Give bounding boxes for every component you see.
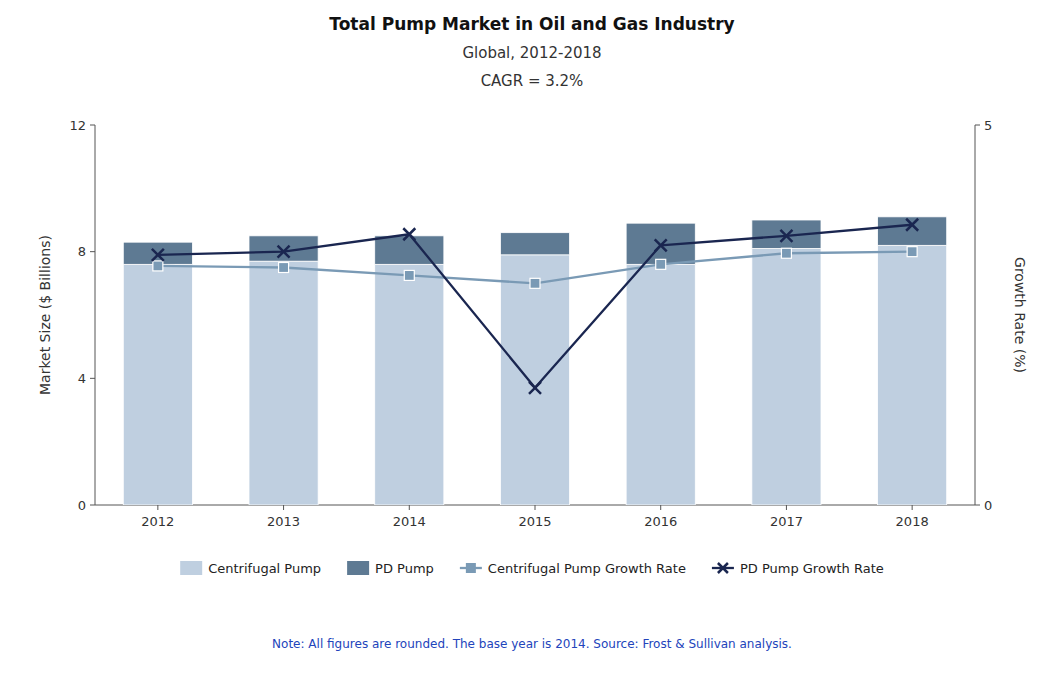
- x-tick-label: 2016: [644, 514, 677, 529]
- y2-tick-label: 5: [984, 118, 992, 133]
- x-tick-label: 2017: [770, 514, 803, 529]
- marker: [152, 249, 164, 261]
- x-tick-label: 2015: [518, 514, 551, 529]
- marker: [656, 259, 666, 269]
- y-tick: [90, 378, 95, 379]
- marker: [529, 382, 541, 394]
- bar: [878, 245, 947, 505]
- y-tick-label: 0: [78, 498, 86, 513]
- marker: [404, 270, 414, 280]
- y-tick: [90, 251, 95, 252]
- legend-label: PD Pump: [375, 561, 434, 576]
- marker: [278, 246, 290, 258]
- x-tick: [660, 505, 661, 510]
- title: Total Pump Market in Oil and Gas Industr…: [329, 14, 734, 34]
- bar: [626, 264, 695, 505]
- y2-tick: [975, 505, 980, 506]
- marker: [906, 219, 918, 231]
- marker: [530, 278, 540, 288]
- bar: [500, 233, 569, 255]
- marker: [403, 228, 415, 240]
- legend-label: PD Pump Growth Rate: [740, 561, 884, 576]
- legend-swatch: [718, 563, 728, 573]
- y-tick-label: 8: [78, 244, 86, 259]
- legend-item: PD Pump: [347, 561, 434, 576]
- legend-label: Centrifugal Pump: [208, 561, 321, 576]
- plot-data: [123, 217, 946, 505]
- bar: [878, 217, 947, 246]
- legend-swatch: [347, 561, 369, 575]
- bar: [249, 261, 318, 505]
- y-tick-label: 12: [69, 118, 86, 133]
- legend: Centrifugal Pump PD Pump Centrifugal Pump …: [180, 561, 884, 576]
- chart: Total Pump Market in Oil and Gas Industr…: [0, 0, 1064, 673]
- y2-axis-line: [975, 125, 976, 505]
- marker: [907, 247, 917, 257]
- y-tick: [90, 505, 95, 506]
- x-tick-label: 2013: [267, 514, 300, 529]
- y-tick: [90, 125, 95, 126]
- marker: [279, 263, 289, 273]
- x-tick-label: 2018: [896, 514, 929, 529]
- marker: [153, 261, 163, 271]
- bar: [752, 249, 821, 506]
- x-tick: [535, 505, 536, 510]
- legend-label: Centrifugal Pump Growth Rate: [488, 561, 686, 576]
- x-tick: [283, 505, 284, 510]
- y-tick-label: 4: [78, 371, 86, 386]
- x-tick-label: 2012: [141, 514, 174, 529]
- marker: [781, 248, 791, 258]
- legend-item: Centrifugal Pump Growth Rate: [460, 561, 686, 576]
- bar: [375, 236, 444, 264]
- legend-item: PD Pump Growth Rate: [712, 561, 884, 576]
- axes: 0 4 8 12 0 5 2012 2013 2014 2015 2016 2017 2018 Marke…: [37, 118, 1028, 530]
- legend-item: Centrifugal Pump: [180, 561, 321, 576]
- y2-axis-label: Growth Rate (%): [1012, 257, 1028, 373]
- legend-swatch: [180, 561, 202, 575]
- x-tick: [912, 505, 913, 510]
- x-tick: [409, 505, 410, 510]
- y-axis-line: [95, 125, 96, 505]
- line: [158, 225, 912, 388]
- x-tick: [786, 505, 787, 510]
- legend-swatch: [466, 563, 476, 573]
- y2-tick: [975, 125, 980, 126]
- x-tick-label: 2014: [393, 514, 426, 529]
- y-axis-label: Market Size ($ Billions): [37, 235, 53, 395]
- marker: [780, 230, 792, 242]
- x-tick: [157, 505, 158, 510]
- annotation: CAGR = 3.2%: [481, 72, 584, 90]
- subtitle: Global, 2012-2018: [462, 44, 601, 62]
- note: Note: All figures are rounded. The base …: [272, 637, 792, 651]
- bar: [123, 264, 192, 505]
- bar: [500, 255, 569, 505]
- bar: [375, 264, 444, 505]
- y2-tick-label: 0: [984, 498, 992, 513]
- marker: [655, 239, 667, 251]
